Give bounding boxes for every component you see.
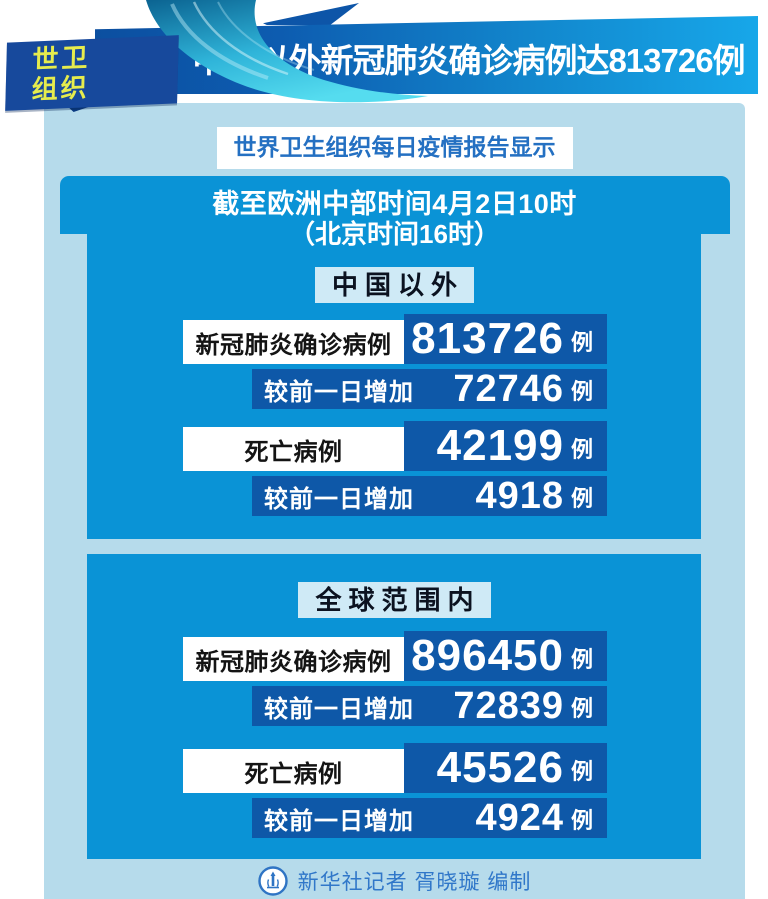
header-banner: 中国以外新冠肺炎确诊病例达813726例 世卫 组织 [0, 0, 768, 118]
stat-unit: 例 [570, 759, 593, 784]
stat-subrow-deaths-increase: 较前一日增加 4924 例 [252, 798, 607, 838]
stat-row-deaths: 死亡病例 42199 例 [183, 421, 607, 471]
stat-label: 较前一日增加 [264, 807, 414, 835]
stat-value-box: 896450 例 [404, 631, 607, 681]
section-title-outside-china: 中国以外 [314, 267, 474, 303]
section-global: 全球范围内 新冠肺炎确诊病例 896450 例 较前一日增加 72839 例 [44, 554, 745, 859]
stat-label: 死亡病例 [183, 427, 404, 471]
footer-credit: 新华社记者 胥晓璇 编制 [44, 859, 745, 899]
stat-value: 42199 [436, 421, 564, 470]
section-outside-china: 截至欧洲中部时间4月2日10时 （北京时间16时） 中国以外 新冠肺炎确诊病例 … [44, 176, 745, 539]
stat-unit: 例 [570, 808, 593, 833]
stat-value-box: 42199 例 [404, 421, 607, 471]
report-source-note: 世界卫生组织每日疫情报告显示 [216, 127, 573, 169]
section-header-band [60, 176, 730, 234]
stat-value: 813726 [411, 314, 564, 363]
stat-unit: 例 [570, 437, 593, 462]
stat-subrow-deaths-increase: 较前一日增加 4918 例 [252, 476, 607, 516]
stat-label: 新冠肺炎确诊病例 [183, 637, 404, 681]
stat-row-deaths: 死亡病例 45526 例 [183, 743, 607, 793]
stat-unit: 例 [570, 647, 593, 672]
stat-unit: 例 [570, 379, 593, 404]
stat-value: 4924 [475, 797, 564, 839]
org-badge-label: 世卫 组织 [31, 42, 91, 105]
stat-value-box: 813726 例 [404, 314, 607, 364]
ribbon-swoosh-icon [146, 0, 428, 103]
stat-label: 较前一日增加 [264, 695, 414, 723]
timestamp-line1: 截至欧洲中部时间4月2日10时 [212, 189, 577, 219]
stat-subrow-confirmed-increase: 较前一日增加 72746 例 [252, 369, 607, 409]
stat-value: 45526 [436, 743, 564, 792]
stat-value: 72746 [453, 368, 564, 410]
stat-value: 72839 [453, 685, 564, 727]
stat-label: 新冠肺炎确诊病例 [183, 320, 404, 364]
stat-row-confirmed: 新冠肺炎确诊病例 896450 例 [183, 631, 607, 681]
xinhua-emblem-icon [257, 866, 288, 896]
timestamp-line2: （北京时间16时） [289, 219, 500, 249]
stat-value: 4918 [475, 475, 564, 517]
credit-text: 新华社记者 胥晓璇 编制 [297, 871, 532, 894]
stat-unit: 例 [570, 696, 593, 721]
stat-value-box: 45526 例 [404, 743, 607, 793]
stat-unit: 例 [570, 486, 593, 511]
stat-row-confirmed: 新冠肺炎确诊病例 813726 例 [183, 314, 607, 364]
stat-label: 较前一日增加 [264, 378, 414, 406]
stat-value: 896450 [411, 631, 564, 680]
org-badge: 世卫 组织 [5, 35, 179, 111]
stat-subrow-confirmed-increase: 较前一日增加 72839 例 [252, 686, 607, 726]
content-panel: 世界卫生组织每日疫情报告显示 截至欧洲中部时间4月2日10时 （北京时间16时）… [44, 103, 745, 899]
stat-unit: 例 [570, 330, 593, 355]
stat-label: 较前一日增加 [264, 485, 414, 513]
stat-label: 死亡病例 [183, 749, 404, 793]
section-title-global: 全球范围内 [298, 582, 491, 618]
